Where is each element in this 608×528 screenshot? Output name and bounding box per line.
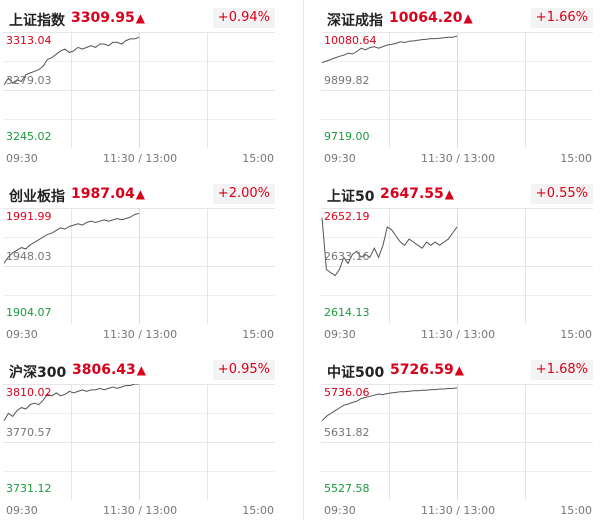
x-label-mid: 11:30 / 13:00 — [421, 328, 496, 341]
x-label-start: 09:30 — [6, 152, 38, 165]
intraday-chart[interactable]: 2652.19 2633.16 2614.13 — [321, 208, 593, 325]
y-label-low: 1904.07 — [6, 306, 52, 319]
price-line — [3, 212, 140, 264]
intraday-chart[interactable]: 1991.99 1948.03 1904.07 — [3, 208, 275, 325]
y-label-mid: 9899.82 — [324, 74, 370, 87]
index-price-value: 10064.20 — [389, 10, 463, 26]
index-name: 创业板指 — [9, 189, 65, 205]
x-label-start: 09:30 — [324, 504, 356, 517]
x-label-start: 09:30 — [6, 504, 38, 517]
change-percent-badge: +2.00% — [212, 184, 275, 204]
index-header: 创业板指 1987.04▲ +2.00% — [3, 180, 275, 208]
y-label-mid: 3279.03 — [6, 74, 52, 87]
x-label-end: 15:00 — [560, 328, 592, 341]
y-label-mid: 3770.57 — [6, 426, 52, 439]
index-header: 上证50 2647.55▲ +0.55% — [321, 180, 593, 208]
index-price: 5726.59▲ — [390, 362, 464, 378]
index-price-value: 2647.55 — [380, 186, 444, 202]
up-arrow-icon: ▲ — [135, 187, 145, 201]
x-label-start: 09:30 — [6, 328, 38, 341]
index-panel[interactable]: 沪深300 3806.43▲ +0.95% 3810.02 3770.57 3731.12… — [3, 356, 275, 528]
index-panel[interactable]: 上证50 2647.55▲ +0.55% 2652.19 2633.16 2614.13 0… — [321, 180, 593, 352]
x-label-end: 15:00 — [560, 504, 592, 517]
x-label-mid: 11:30 / 13:00 — [421, 504, 496, 517]
y-label-low: 5527.58 — [324, 482, 370, 495]
intraday-chart[interactable]: 10080.64 9899.82 9719.00 — [321, 32, 593, 149]
index-header: 沪深300 3806.43▲ +0.95% — [3, 356, 275, 384]
y-label-low: 9719.00 — [324, 130, 370, 143]
index-price: 1987.04▲ — [71, 186, 145, 202]
index-price: 10064.20▲ — [389, 10, 473, 26]
x-label-end: 15:00 — [242, 328, 274, 341]
index-panel[interactable]: 创业板指 1987.04▲ +2.00% 1991.99 1948.03 1904.07 0… — [3, 180, 275, 352]
change-percent-badge: +0.55% — [530, 184, 593, 204]
index-name: 中证500 — [327, 365, 385, 381]
price-line — [3, 383, 139, 422]
x-label-mid: 11:30 / 13:00 — [421, 152, 496, 165]
index-price: 2647.55▲ — [380, 186, 454, 202]
y-label-low: 3245.02 — [6, 130, 52, 143]
price-line — [3, 36, 140, 86]
y-label-high: 5736.06 — [324, 386, 370, 399]
y-label-low: 3731.12 — [6, 482, 52, 495]
index-price-value: 3309.95 — [71, 10, 135, 26]
index-header: 上证指数 3309.95▲ +0.94% — [3, 4, 275, 32]
index-price: 3806.43▲ — [72, 362, 146, 378]
x-label-mid: 11:30 / 13:00 — [103, 504, 178, 517]
index-name: 沪深300 — [9, 365, 67, 381]
column-divider — [303, 0, 304, 520]
index-header: 深证成指 10064.20▲ +1.66% — [321, 4, 593, 32]
chart-svg — [321, 32, 593, 149]
x-label-end: 15:00 — [242, 152, 274, 165]
index-header: 中证500 5726.59▲ +1.68% — [321, 356, 593, 384]
index-name: 深证成指 — [327, 13, 383, 29]
x-label-end: 15:00 — [242, 504, 274, 517]
y-label-high: 3810.02 — [6, 386, 52, 399]
index-panel[interactable]: 深证成指 10064.20▲ +1.66% 10080.64 9899.82 9719.0… — [321, 4, 593, 176]
index-price-value: 1987.04 — [71, 186, 135, 202]
up-arrow-icon: ▲ — [136, 363, 146, 377]
y-label-low: 2614.13 — [324, 306, 370, 319]
y-label-mid: 5631.82 — [324, 426, 370, 439]
x-label-end: 15:00 — [560, 152, 592, 165]
x-label-start: 09:30 — [324, 328, 356, 341]
y-label-high: 10080.64 — [324, 34, 377, 47]
change-percent-badge: +1.66% — [530, 8, 593, 28]
index-panel[interactable]: 中证500 5726.59▲ +1.68% 5736.06 5631.82 5527.58… — [321, 356, 593, 528]
chart-svg — [321, 384, 593, 501]
x-label-mid: 11:30 / 13:00 — [103, 328, 178, 341]
index-name: 上证50 — [327, 189, 375, 205]
up-arrow-icon: ▲ — [454, 363, 464, 377]
x-label-mid: 11:30 / 13:00 — [103, 152, 178, 165]
price-line — [321, 387, 458, 422]
index-price: 3309.95▲ — [71, 10, 145, 26]
index-price-value: 5726.59 — [390, 362, 454, 378]
up-arrow-icon: ▲ — [463, 11, 473, 25]
intraday-chart[interactable]: 5736.06 5631.82 5527.58 — [321, 384, 593, 501]
y-label-high: 3313.04 — [6, 34, 52, 47]
y-label-mid: 1948.03 — [6, 250, 52, 263]
change-percent-badge: +0.95% — [212, 360, 275, 380]
y-label-high: 1991.99 — [6, 210, 52, 223]
index-name: 上证指数 — [9, 13, 65, 29]
price-line — [321, 217, 458, 277]
up-arrow-icon: ▲ — [444, 187, 454, 201]
y-label-high: 2652.19 — [324, 210, 370, 223]
intraday-chart[interactable]: 3313.04 3279.03 3245.02 — [3, 32, 275, 149]
index-price-value: 3806.43 — [72, 362, 136, 378]
up-arrow-icon: ▲ — [135, 11, 145, 25]
change-percent-badge: +1.68% — [530, 360, 593, 380]
y-label-mid: 2633.16 — [324, 250, 370, 263]
x-label-start: 09:30 — [324, 152, 356, 165]
price-line — [321, 35, 458, 64]
change-percent-badge: +0.94% — [212, 8, 275, 28]
intraday-chart[interactable]: 3810.02 3770.57 3731.12 — [3, 383, 275, 501]
index-panel[interactable]: 上证指数 3309.95▲ +0.94% 3313.04 3279.03 3245.02 0… — [3, 4, 275, 176]
